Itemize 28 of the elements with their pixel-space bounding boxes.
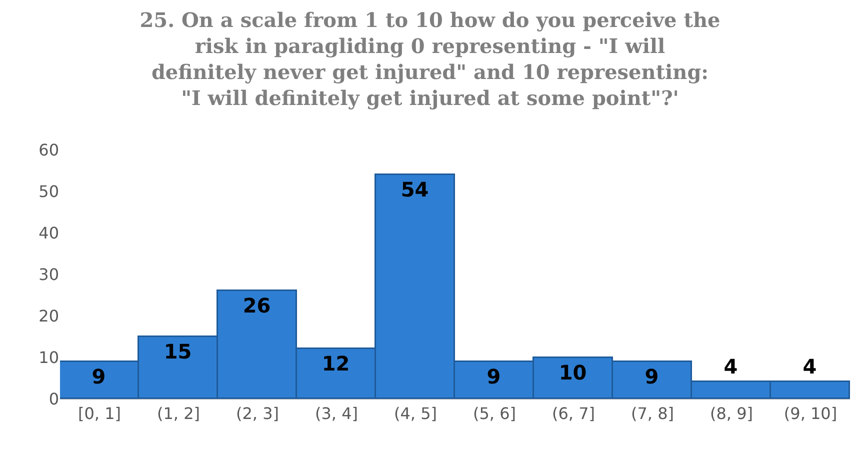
y-tick-label: 40	[38, 224, 59, 243]
x-tick-label: (5, 6]	[472, 404, 516, 424]
x-tick-label: (1, 2]	[156, 404, 200, 424]
data-label: 4	[802, 354, 817, 378]
y-tick-label: 10	[38, 348, 59, 368]
y-tick-label: 60	[38, 140, 59, 160]
y-tick-label: 20	[38, 306, 59, 326]
data-label: 26	[242, 293, 271, 318]
x-tick-label: (8, 9]	[710, 404, 754, 424]
data-label: 9	[644, 364, 659, 388]
data-label: 12	[322, 351, 350, 376]
data-label: 9	[92, 364, 106, 388]
x-tick-label: (2, 3]	[236, 404, 280, 424]
data-label: 54	[400, 177, 429, 202]
y-tick-label: 30	[38, 265, 59, 284]
x-tick-label: (4, 5]	[394, 404, 438, 424]
y-tick-label: 50	[38, 182, 59, 202]
y-tick-label: 0	[48, 390, 59, 409]
data-label: 9	[486, 364, 501, 388]
x-tick-label: [0, 1]	[78, 404, 122, 424]
data-label: 15	[164, 339, 192, 364]
x-tick-label: (7, 8]	[630, 404, 674, 424]
data-label: 4	[724, 354, 738, 378]
x-tick-label: (6, 7]	[552, 404, 596, 424]
chart-title: 25. On a scale from 1 to 10 how do you perceive the risk in paragliding 0 representing - "I will definitely never get injured" and 10 representing: "I will definitely get injured at some point"?'	[140, 8, 720, 110]
data-label: 10	[558, 360, 587, 384]
x-tick-label: (9, 10]	[784, 404, 838, 424]
x-tick-label: (3, 4]	[314, 404, 358, 424]
